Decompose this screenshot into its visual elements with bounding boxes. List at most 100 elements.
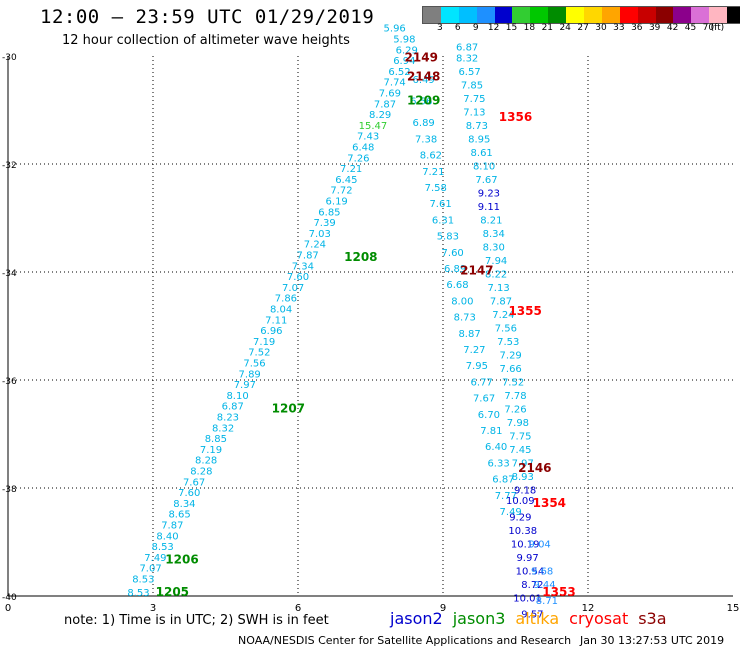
wave-height-point: 7.49 xyxy=(144,553,166,564)
wave-height-point: 7.24 xyxy=(304,240,326,251)
wave-height-point: 7.26 xyxy=(347,153,369,164)
wave-height-point: 7.45 xyxy=(509,445,531,456)
wave-height-point: 8.00 xyxy=(451,296,473,307)
color-scale-label: 36 xyxy=(631,23,643,33)
wave-height-point: 8.30 xyxy=(483,242,505,253)
wave-height-point: 9.44 xyxy=(533,580,555,591)
wave-height-point: 6.68 xyxy=(446,280,468,291)
color-scale-label: 3 xyxy=(437,23,443,33)
wave-height-point: 7.67 xyxy=(473,394,495,405)
color-scale-label: 9 xyxy=(472,23,479,33)
pass-time-label: 2149 xyxy=(405,50,438,64)
wave-height-point: 6.29 xyxy=(396,45,418,56)
wave-height-point: 6.48 xyxy=(352,143,374,154)
wave-height-point: 8.71 xyxy=(536,596,558,607)
wave-height-point: 8.72 xyxy=(521,580,543,591)
wave-height-point: 8.40 xyxy=(156,531,178,542)
satellite-legend-altika: altika xyxy=(515,609,560,628)
wave-height-point: 7.11 xyxy=(265,315,287,326)
color-swatch xyxy=(458,7,477,23)
wave-height-point: 15.47 xyxy=(359,121,388,132)
color-scale-label: 45 xyxy=(684,23,697,33)
wave-height-point: 6.87 xyxy=(456,43,478,54)
color-scale-label: 39 xyxy=(648,23,661,33)
pass-time-label: 2146 xyxy=(518,461,551,475)
pass-time-label: 2147 xyxy=(460,264,493,278)
wave-height-point: 7.27 xyxy=(463,345,485,356)
wave-height-point: 9.23 xyxy=(478,188,500,199)
wave-height-point: 7.87 xyxy=(490,296,512,307)
color-swatch xyxy=(727,7,740,23)
wave-height-point: 6.33 xyxy=(487,458,509,469)
x-tick-label: 6 xyxy=(295,603,301,614)
wave-height-point: 7.87 xyxy=(161,521,183,532)
wave-height-point: 8.87 xyxy=(458,329,480,340)
wave-height-point: 6.77 xyxy=(471,377,493,388)
wave-height-point: 7.97 xyxy=(512,458,534,469)
wave-height-point: 6.19 xyxy=(326,197,348,208)
wave-height-point: 7.52 xyxy=(248,348,270,359)
plot-axes: 0 3 6 9 12 15 -30 -32 -34 -36 -38 -40 xyxy=(2,53,739,614)
satellite-legend-jason3: jason3 xyxy=(452,609,506,628)
wave-height-point: 7.26 xyxy=(504,404,526,415)
plot-grid xyxy=(8,56,733,596)
wave-height-point: 7.52 xyxy=(502,377,524,388)
wave-height-point: 8.85 xyxy=(205,434,227,445)
wave-height-point: 8.95 xyxy=(468,134,490,145)
color-swatch xyxy=(530,7,549,23)
wave-height-point: 8.10 xyxy=(226,391,248,402)
wave-height-point: 7.43 xyxy=(357,132,379,143)
wave-height-point: 8.28 xyxy=(190,467,212,478)
wave-height-point: 7.03 xyxy=(309,229,331,240)
color-scale-label: 21 xyxy=(541,23,554,33)
satellite-legend-cryosat: cryosat xyxy=(569,609,629,628)
color-swatch xyxy=(476,7,495,23)
x-tick-label: 3 xyxy=(150,603,156,614)
wave-height-point: 9.11 xyxy=(478,202,500,213)
wave-height-point: 7.61 xyxy=(429,199,451,210)
wave-height-point: 7.81 xyxy=(480,426,502,437)
wave-height-point: 8.29 xyxy=(369,110,391,121)
wave-height-point: 9.97 xyxy=(516,553,538,564)
wave-height-point: 8.61 xyxy=(471,148,493,159)
color-swatch xyxy=(584,7,602,23)
y-tick-label: -34 xyxy=(2,269,17,279)
wave-height-point: 9.04 xyxy=(529,539,551,550)
color-scale-label: 24 xyxy=(559,23,571,33)
wave-height-point: 8.53 xyxy=(132,575,154,586)
wave-height-point: 10.54 xyxy=(516,566,545,577)
color-swatch xyxy=(655,7,674,23)
wave-height-point: 7.87 xyxy=(297,251,319,262)
wave-height-point: 6.85 xyxy=(318,207,340,218)
wave-height-point: 6.89 xyxy=(444,264,466,275)
y-tick-label: -32 xyxy=(2,161,17,171)
data-points: 8.538.537.077.498.538.407.878.658.347.60… xyxy=(127,24,558,621)
wave-height-point: 7.60 xyxy=(178,488,200,499)
color-swatch xyxy=(619,7,638,23)
color-scale-label: 27 xyxy=(577,23,589,33)
wave-height-point: 8.32 xyxy=(212,423,234,434)
wave-height-point: 10.09 xyxy=(506,496,535,507)
wave-height-point: 7.19 xyxy=(200,445,222,456)
color-scale-unit: (ft) xyxy=(710,23,725,33)
wave-height-point: 8.32 xyxy=(456,53,478,64)
wave-height-point: 9.18 xyxy=(514,485,536,496)
wave-height-point: 8.22 xyxy=(485,269,507,280)
x-tick-label: 0 xyxy=(5,603,11,614)
wave-height-point: 8.65 xyxy=(168,510,190,521)
footer-note: note: 1) Time is in UTC; 2) SWH is in fe… xyxy=(64,613,329,628)
color-swatch xyxy=(512,7,531,23)
wave-height-point: 7.58 xyxy=(425,183,447,194)
color-scale-label: 33 xyxy=(613,23,625,33)
pass-time-label: 1353 xyxy=(542,585,575,599)
wave-height-point: 8.21 xyxy=(480,215,502,226)
wave-height-point: 7.89 xyxy=(239,369,261,380)
color-swatch xyxy=(709,7,728,23)
satellite-legend-jason2: jason2 xyxy=(390,609,443,628)
wave-height-point: 7.98 xyxy=(507,418,529,429)
x-tick-label: 12 xyxy=(582,603,595,614)
wave-height-point: 7.21 xyxy=(422,167,444,178)
color-swatch xyxy=(691,7,710,23)
wave-height-point: 7.75 xyxy=(463,94,485,105)
wave-height-point: 9.57 xyxy=(521,610,543,621)
